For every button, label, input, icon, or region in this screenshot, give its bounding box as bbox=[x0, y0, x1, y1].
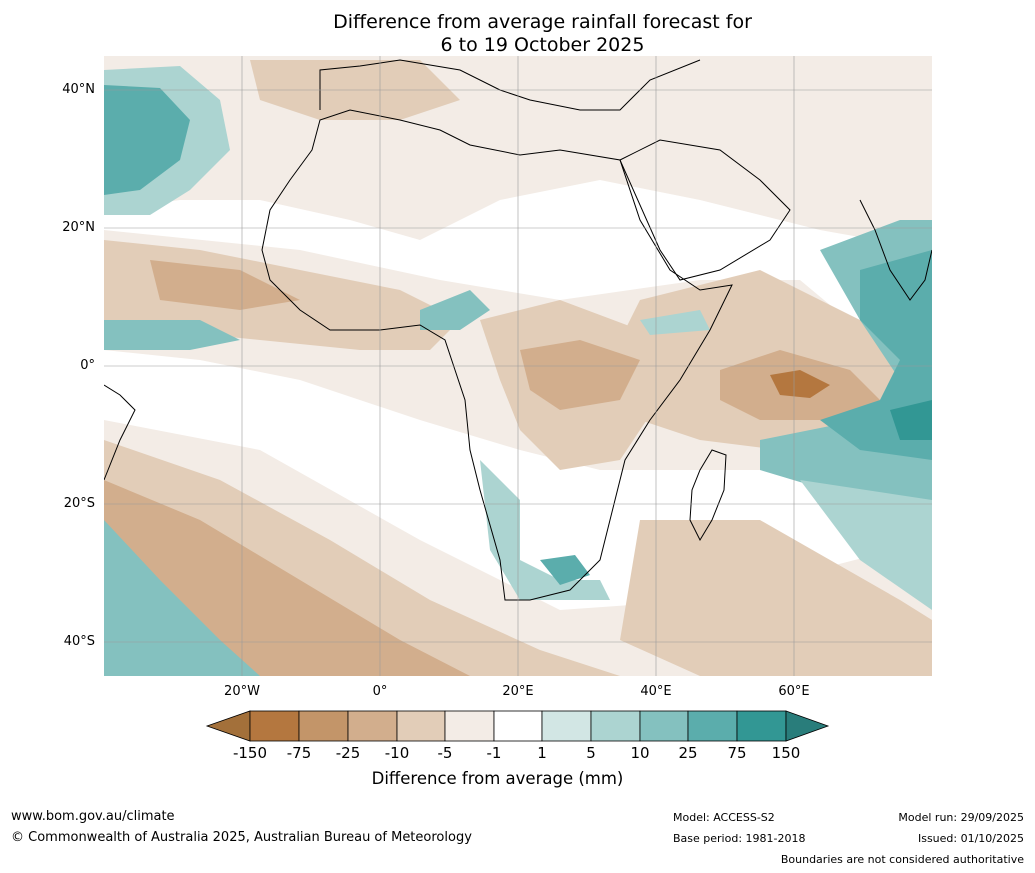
footer-disclaimer: Boundaries are not considered authoritat… bbox=[780, 853, 1024, 866]
footer-base-period: Base period: 1981-2018 bbox=[673, 832, 806, 845]
anomaly-wetter-north-atlantic bbox=[104, 85, 190, 195]
colorbar-tick-label: -150 bbox=[232, 744, 268, 762]
footer-copyright: © Commonwealth of Australia 2025, Austra… bbox=[11, 830, 472, 845]
colorbar-bin-8 bbox=[590, 710, 641, 742]
lon-label-20w: 20°W bbox=[224, 684, 260, 699]
colorbar-extend-low bbox=[205, 710, 251, 742]
colorbar-bin-3 bbox=[347, 710, 398, 742]
colorbar-tick-label: -1 bbox=[486, 744, 502, 762]
footer-website[interactable]: www.bom.gov.au/climate bbox=[11, 809, 175, 824]
colorbar-bin-9 bbox=[639, 710, 689, 742]
colorbar-tick-label: -25 bbox=[335, 744, 361, 762]
map-title-line1: Difference from average rainfall forecas… bbox=[333, 11, 752, 33]
graticule bbox=[104, 56, 932, 676]
lon-label-60e: 60°E bbox=[778, 684, 810, 699]
lat-label-40s: 40°S bbox=[63, 634, 95, 649]
colorbar-tick-label: -10 bbox=[384, 744, 410, 762]
anomaly-wet-tropical-atlantic bbox=[104, 320, 240, 350]
colorbar-tick-label: 10 bbox=[630, 744, 650, 762]
map-field bbox=[104, 56, 932, 676]
colorbar-title: Difference from average (mm) bbox=[371, 769, 624, 788]
colorbar-bin-11 bbox=[736, 710, 787, 742]
lat-label-20s: 20°S bbox=[63, 496, 95, 511]
lon-label-40e: 40°E bbox=[640, 684, 672, 699]
anomaly-dry-southern-ocean bbox=[620, 520, 932, 676]
colorbar-bin-2 bbox=[298, 710, 349, 742]
colorbar-tick-label: -5 bbox=[437, 744, 453, 762]
footer-model: Model: ACCESS-S2 bbox=[673, 811, 775, 824]
india-coastline bbox=[859, 199, 932, 301]
colorbar bbox=[205, 710, 830, 742]
anomaly-wet-horn-of-africa bbox=[640, 310, 710, 335]
lon-label-0: 0° bbox=[372, 684, 388, 699]
lon-label-20e: 20°E bbox=[502, 684, 534, 699]
arabia-coastline bbox=[619, 139, 791, 281]
colorbar-tick-label: -75 bbox=[286, 744, 312, 762]
lat-label-40n: 40°N bbox=[62, 82, 95, 97]
south-america-coastline bbox=[104, 384, 136, 481]
anomaly-wet-southern-africa bbox=[480, 460, 610, 600]
colorbar-bin-4 bbox=[396, 710, 446, 742]
anomaly-drier-sahel bbox=[150, 260, 300, 310]
footer-model-run: Model run: 29/09/2025 bbox=[898, 811, 1024, 824]
anomaly-wet-southwest-atlantic bbox=[104, 520, 260, 676]
anomaly-strong-wet-indian-ocean bbox=[890, 400, 932, 440]
lat-label-0: 0° bbox=[80, 358, 95, 373]
colorbar-tick-label: 75 bbox=[727, 744, 747, 762]
colorbar-tick-label: 150 bbox=[771, 744, 801, 762]
anomaly-wet-gulf-of-guinea bbox=[420, 290, 490, 330]
colorbar-extend-high bbox=[785, 710, 830, 742]
madagascar-coastline bbox=[689, 449, 727, 542]
colorbar-bin-1 bbox=[249, 710, 300, 742]
colorbar-bin-5 bbox=[444, 710, 495, 742]
colorbar-tick-label: 5 bbox=[586, 744, 596, 762]
anomaly-wet-southeast-ocean bbox=[800, 480, 932, 610]
footer-issued: Issued: 01/10/2025 bbox=[917, 832, 1024, 845]
colorbar-tick-label: 1 bbox=[537, 744, 547, 762]
colorbar-bin-10 bbox=[687, 710, 738, 742]
map-title-line2: 6 to 19 October 2025 bbox=[440, 34, 645, 56]
anomaly-strong-dry-indian-ocean bbox=[770, 370, 830, 398]
colorbar-tick-label: 25 bbox=[678, 744, 698, 762]
anomaly-wetter-southern-africa bbox=[540, 555, 590, 585]
anomaly-drier-central-africa bbox=[520, 340, 640, 410]
colorbar-bin-7 bbox=[541, 710, 592, 742]
lat-label-20n: 20°N bbox=[62, 220, 95, 235]
africa-coastline bbox=[261, 109, 733, 601]
colorbar-bin-6 bbox=[493, 710, 543, 742]
